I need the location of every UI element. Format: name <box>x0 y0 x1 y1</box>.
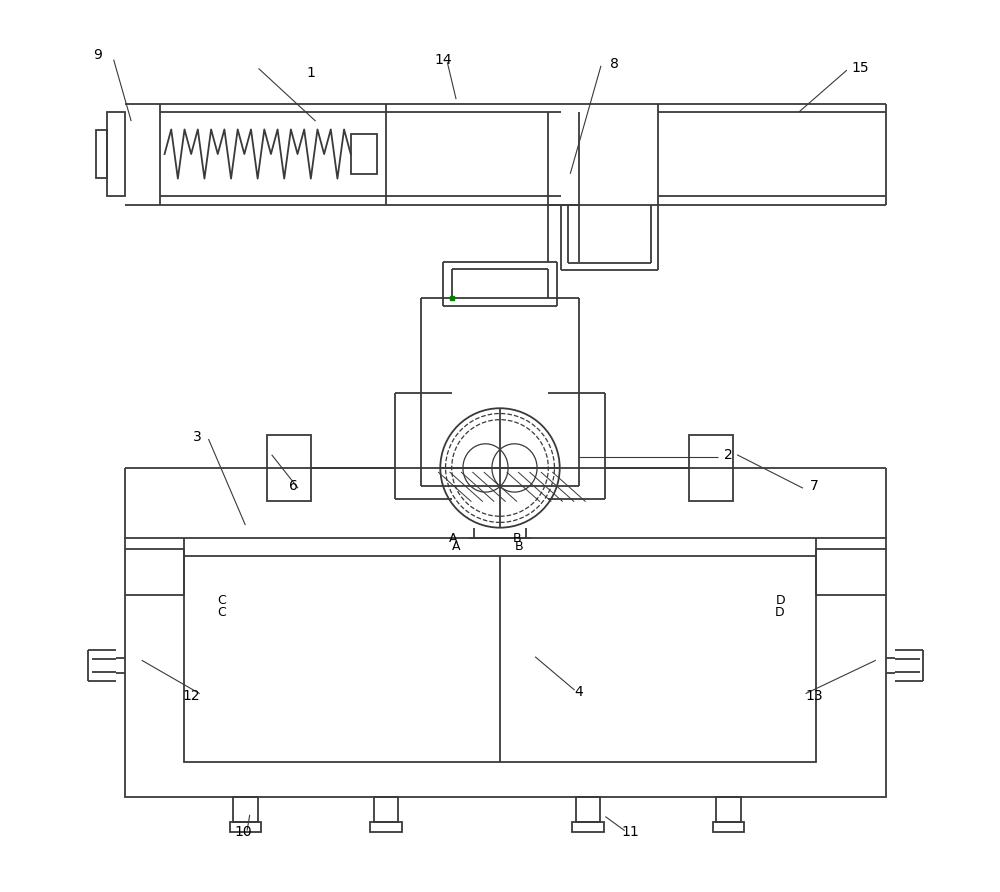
Text: 11: 11 <box>621 825 639 839</box>
Bar <box>576 797 600 822</box>
Bar <box>689 434 733 501</box>
Text: 13: 13 <box>806 690 823 703</box>
Text: 2: 2 <box>724 448 733 462</box>
Bar <box>125 538 886 797</box>
Bar <box>107 112 125 195</box>
Bar <box>96 130 107 178</box>
Text: 9: 9 <box>93 48 102 62</box>
Bar <box>374 797 398 822</box>
Text: 8: 8 <box>610 57 619 71</box>
Text: D: D <box>774 607 784 619</box>
Bar <box>351 135 377 174</box>
Text: A: A <box>452 540 460 553</box>
Text: 6: 6 <box>289 478 298 492</box>
Bar <box>233 797 258 822</box>
Text: B: B <box>515 540 524 553</box>
Bar <box>716 797 741 822</box>
Text: 4: 4 <box>575 685 583 698</box>
Text: A: A <box>449 532 458 545</box>
Text: B: B <box>512 532 521 545</box>
Bar <box>230 822 261 832</box>
Text: 12: 12 <box>182 690 200 703</box>
Bar <box>713 822 744 832</box>
Bar <box>572 822 604 832</box>
Text: 14: 14 <box>434 53 452 67</box>
Text: C: C <box>217 607 226 619</box>
Text: 1: 1 <box>307 66 316 79</box>
Text: 15: 15 <box>851 62 869 76</box>
Text: 3: 3 <box>193 430 201 444</box>
Text: C: C <box>217 594 226 607</box>
Bar <box>370 822 402 832</box>
Bar <box>184 556 816 762</box>
Bar <box>267 434 311 501</box>
Text: D: D <box>776 594 786 607</box>
Text: 7: 7 <box>810 478 819 492</box>
Text: 10: 10 <box>235 825 252 839</box>
